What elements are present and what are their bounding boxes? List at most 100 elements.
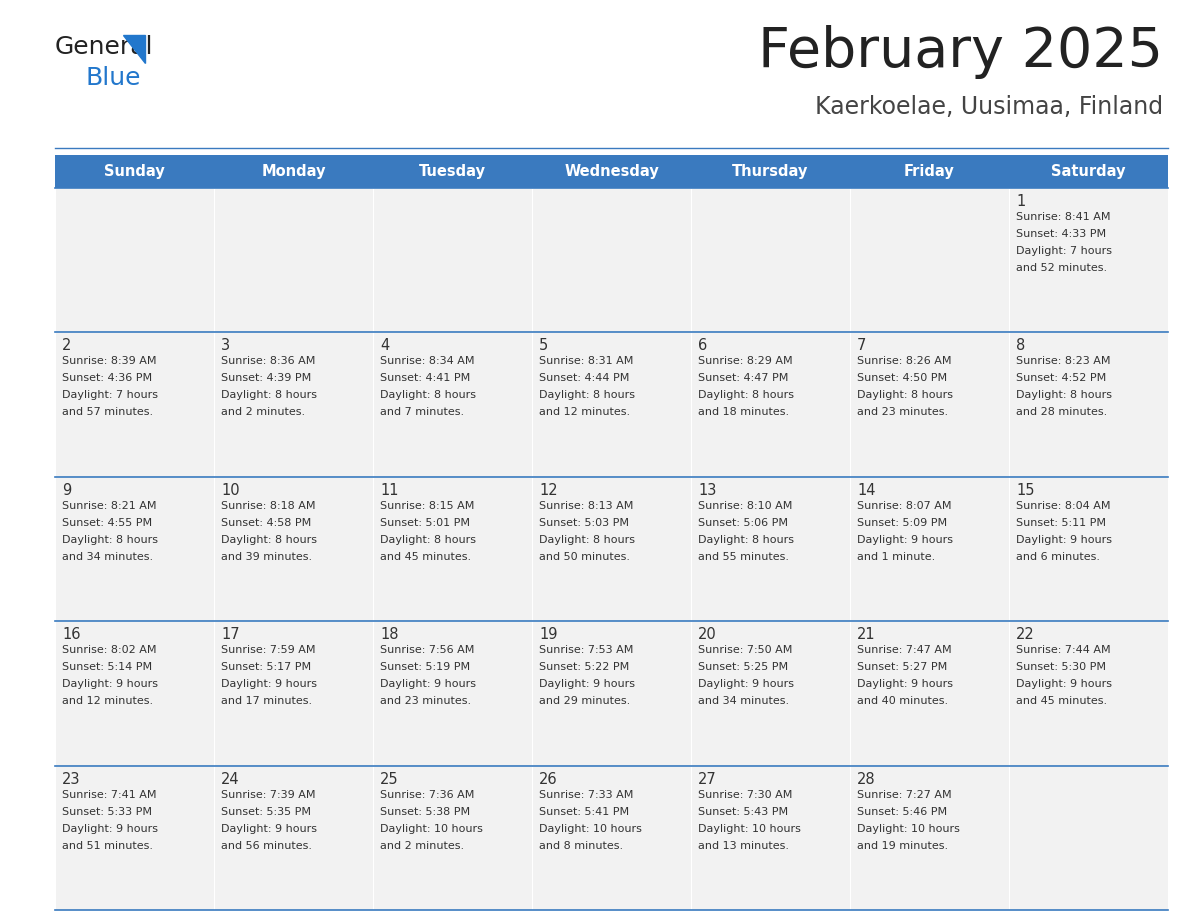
Text: and 50 minutes.: and 50 minutes. [539, 552, 630, 562]
Text: Sunrise: 8:07 AM: Sunrise: 8:07 AM [857, 501, 952, 510]
Bar [532, 766, 691, 910]
Text: 1: 1 [1016, 194, 1025, 209]
Bar [55, 188, 214, 332]
Text: and 13 minutes.: and 13 minutes. [699, 841, 789, 851]
Bar [849, 476, 1009, 621]
Text: 3: 3 [221, 339, 230, 353]
Text: Daylight: 8 hours: Daylight: 8 hours [699, 535, 794, 544]
Bar [849, 766, 1009, 910]
Text: Sunrise: 8:23 AM: Sunrise: 8:23 AM [1016, 356, 1111, 366]
Text: and 45 minutes.: and 45 minutes. [1016, 696, 1107, 706]
Text: 11: 11 [380, 483, 398, 498]
Text: Sunset: 5:19 PM: Sunset: 5:19 PM [380, 662, 470, 672]
Text: Sunset: 5:01 PM: Sunset: 5:01 PM [380, 518, 470, 528]
Text: Sunrise: 8:18 AM: Sunrise: 8:18 AM [221, 501, 316, 510]
Text: Daylight: 9 hours: Daylight: 9 hours [699, 679, 794, 689]
Bar [214, 766, 373, 910]
Bar [1009, 621, 1168, 766]
Text: Sunrise: 8:39 AM: Sunrise: 8:39 AM [62, 356, 157, 366]
Text: Sunrise: 8:34 AM: Sunrise: 8:34 AM [380, 356, 474, 366]
Text: 28: 28 [857, 772, 876, 787]
Text: and 2 minutes.: and 2 minutes. [221, 408, 305, 418]
Text: Sunset: 5:25 PM: Sunset: 5:25 PM [699, 662, 788, 672]
Text: Sunrise: 7:27 AM: Sunrise: 7:27 AM [857, 789, 952, 800]
Text: Sunrise: 8:41 AM: Sunrise: 8:41 AM [1016, 212, 1111, 222]
Text: Daylight: 7 hours: Daylight: 7 hours [62, 390, 158, 400]
Bar [532, 476, 691, 621]
Text: Sunrise: 8:31 AM: Sunrise: 8:31 AM [539, 356, 633, 366]
Text: and 23 minutes.: and 23 minutes. [857, 408, 948, 418]
Text: February 2025: February 2025 [758, 25, 1163, 79]
Bar [1009, 476, 1168, 621]
Text: Sunrise: 8:29 AM: Sunrise: 8:29 AM [699, 356, 792, 366]
Text: Sunrise: 7:47 AM: Sunrise: 7:47 AM [857, 645, 952, 655]
Text: 18: 18 [380, 627, 398, 643]
Text: and 28 minutes.: and 28 minutes. [1016, 408, 1107, 418]
Bar [214, 188, 373, 332]
Text: Sunrise: 7:56 AM: Sunrise: 7:56 AM [380, 645, 474, 655]
Text: and 17 minutes.: and 17 minutes. [221, 696, 312, 706]
Text: 6: 6 [699, 339, 707, 353]
Text: and 6 minutes.: and 6 minutes. [1016, 552, 1100, 562]
Bar [849, 155, 1009, 188]
Text: Sunset: 5:17 PM: Sunset: 5:17 PM [221, 662, 311, 672]
Text: Daylight: 9 hours: Daylight: 9 hours [221, 823, 317, 834]
Text: 9: 9 [62, 483, 71, 498]
Bar [532, 155, 691, 188]
Bar [1009, 155, 1168, 188]
Text: Sunset: 5:03 PM: Sunset: 5:03 PM [539, 518, 628, 528]
Text: Daylight: 8 hours: Daylight: 8 hours [380, 535, 476, 544]
Text: Daylight: 10 hours: Daylight: 10 hours [539, 823, 642, 834]
Text: Sunset: 4:52 PM: Sunset: 4:52 PM [1016, 374, 1106, 384]
Bar [691, 332, 849, 476]
Text: Sunrise: 7:30 AM: Sunrise: 7:30 AM [699, 789, 792, 800]
Text: Blue: Blue [86, 66, 140, 90]
Text: Sunset: 5:46 PM: Sunset: 5:46 PM [857, 807, 947, 817]
Text: 10: 10 [221, 483, 240, 498]
Text: 5: 5 [539, 339, 548, 353]
Text: Sunset: 5:38 PM: Sunset: 5:38 PM [380, 807, 470, 817]
Text: Sunset: 4:36 PM: Sunset: 4:36 PM [62, 374, 152, 384]
Text: 15: 15 [1016, 483, 1035, 498]
Bar [373, 476, 532, 621]
Text: 27: 27 [699, 772, 716, 787]
Text: 24: 24 [221, 772, 240, 787]
Text: and 39 minutes.: and 39 minutes. [221, 552, 312, 562]
Text: Sunrise: 8:10 AM: Sunrise: 8:10 AM [699, 501, 792, 510]
Bar [691, 621, 849, 766]
Bar [55, 476, 214, 621]
Text: Daylight: 8 hours: Daylight: 8 hours [380, 390, 476, 400]
Bar [1009, 332, 1168, 476]
Text: and 52 minutes.: and 52 minutes. [1016, 263, 1107, 273]
Text: Daylight: 9 hours: Daylight: 9 hours [539, 679, 636, 689]
Bar [532, 332, 691, 476]
Text: Tuesday: Tuesday [419, 164, 486, 179]
Bar [214, 332, 373, 476]
Text: Daylight: 8 hours: Daylight: 8 hours [62, 535, 158, 544]
Text: Sunset: 5:43 PM: Sunset: 5:43 PM [699, 807, 788, 817]
Text: Daylight: 9 hours: Daylight: 9 hours [221, 679, 317, 689]
Text: Sunrise: 8:13 AM: Sunrise: 8:13 AM [539, 501, 633, 510]
Bar [1009, 188, 1168, 332]
Text: 17: 17 [221, 627, 240, 643]
Text: Sunrise: 7:33 AM: Sunrise: 7:33 AM [539, 789, 633, 800]
Bar [691, 188, 849, 332]
Text: Daylight: 8 hours: Daylight: 8 hours [539, 390, 636, 400]
Text: Sunset: 4:41 PM: Sunset: 4:41 PM [380, 374, 470, 384]
Bar [532, 621, 691, 766]
Text: and 51 minutes.: and 51 minutes. [62, 841, 153, 851]
Text: Daylight: 9 hours: Daylight: 9 hours [857, 535, 953, 544]
Text: Thursday: Thursday [732, 164, 809, 179]
Text: Sunrise: 7:39 AM: Sunrise: 7:39 AM [221, 789, 316, 800]
Text: Sunrise: 7:44 AM: Sunrise: 7:44 AM [1016, 645, 1111, 655]
Text: Sunrise: 8:26 AM: Sunrise: 8:26 AM [857, 356, 952, 366]
Text: and 2 minutes.: and 2 minutes. [380, 841, 465, 851]
Text: 20: 20 [699, 627, 716, 643]
Bar [1009, 766, 1168, 910]
Bar [849, 621, 1009, 766]
Bar [849, 188, 1009, 332]
Bar [55, 766, 214, 910]
Text: 13: 13 [699, 483, 716, 498]
Text: and 34 minutes.: and 34 minutes. [62, 552, 153, 562]
Bar [691, 766, 849, 910]
